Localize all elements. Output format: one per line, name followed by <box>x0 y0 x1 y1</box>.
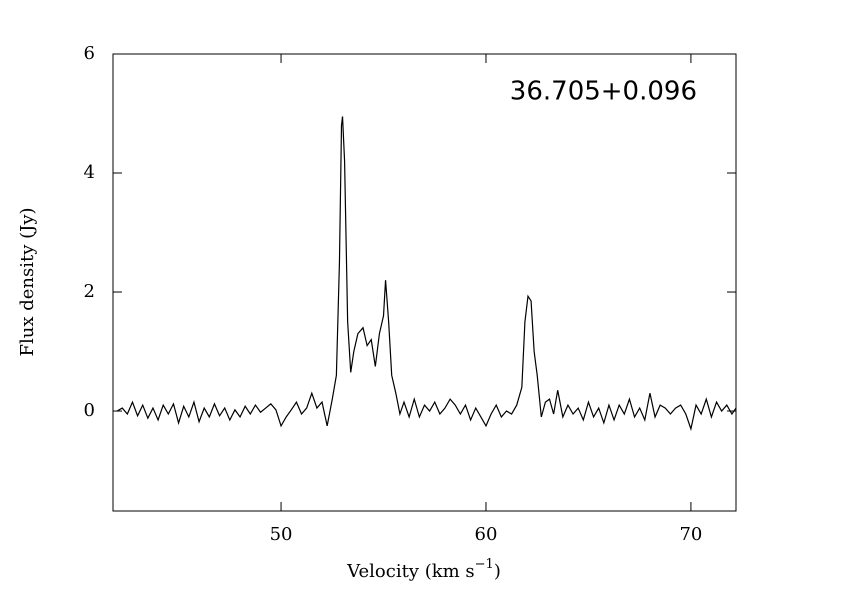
plot-frame <box>112 53 737 512</box>
x-axis-label: Velocity (km s−1) <box>346 557 501 583</box>
x-tick-label: 60 <box>475 524 498 545</box>
y-tick-label: 6 <box>84 43 95 64</box>
x-axis-label-close: ) <box>494 561 501 582</box>
x-axis-label-text: Velocity (km s <box>346 561 475 582</box>
x-tick-label: 50 <box>270 524 293 545</box>
y-axis-label: Flux density (Jy) <box>17 207 38 356</box>
y-tick-label: 4 <box>84 162 95 183</box>
annotation: 36.705+0.096 <box>510 77 697 107</box>
y-tick-label: 0 <box>84 400 95 421</box>
x-axis-label-sup: −1 <box>475 557 494 572</box>
y-tick-label: 2 <box>84 281 95 302</box>
x-tick-label: 70 <box>679 524 702 545</box>
spectrum-line <box>116 116 737 432</box>
